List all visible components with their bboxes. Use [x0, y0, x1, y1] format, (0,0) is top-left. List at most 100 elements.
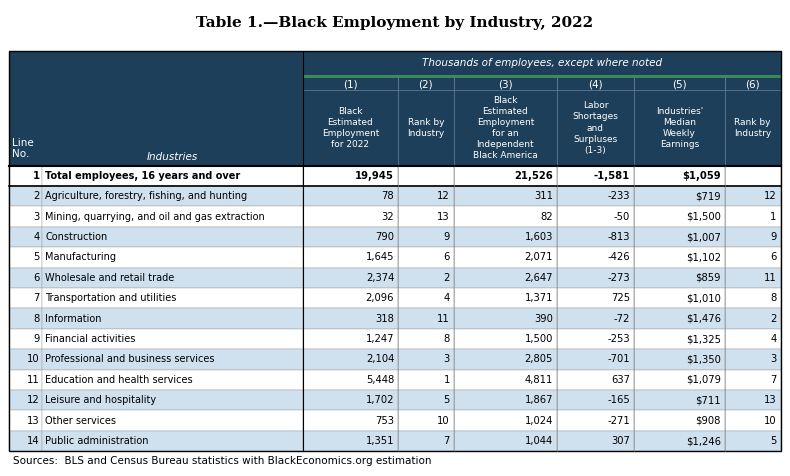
Text: Manufacturing: Manufacturing — [45, 252, 116, 262]
Text: -271: -271 — [608, 416, 630, 426]
Text: Line
No.: Line No. — [12, 138, 34, 159]
Text: 21,526: 21,526 — [514, 171, 553, 181]
Text: (3): (3) — [498, 79, 513, 89]
Text: Table 1.—Black Employment by Industry, 2022: Table 1.—Black Employment by Industry, 2… — [197, 16, 593, 30]
Bar — [557, 410, 634, 431]
Text: $1,079: $1,079 — [686, 375, 721, 385]
Bar — [9, 51, 303, 166]
Bar — [557, 329, 634, 349]
Text: 390: 390 — [534, 314, 553, 324]
Text: 753: 753 — [375, 416, 394, 426]
Bar — [42, 308, 303, 329]
Bar — [557, 370, 634, 390]
Text: 5: 5 — [443, 395, 450, 405]
Bar — [303, 329, 398, 349]
Bar — [303, 431, 398, 451]
Text: 1,500: 1,500 — [525, 334, 553, 344]
Bar — [634, 75, 725, 78]
Bar — [634, 410, 725, 431]
Bar — [398, 166, 453, 186]
Bar — [398, 75, 453, 78]
Bar — [557, 268, 634, 288]
Text: 2,104: 2,104 — [366, 355, 394, 365]
Text: -813: -813 — [608, 232, 630, 242]
Bar — [303, 227, 398, 247]
Bar — [453, 349, 557, 370]
Text: $1,246: $1,246 — [686, 436, 721, 446]
Bar — [453, 390, 557, 410]
Bar — [42, 186, 303, 207]
Bar — [453, 207, 557, 227]
Text: $859: $859 — [695, 273, 721, 283]
Bar — [725, 370, 781, 390]
Bar — [634, 247, 725, 268]
Text: $1,059: $1,059 — [683, 171, 721, 181]
Bar — [42, 390, 303, 410]
Bar — [303, 75, 398, 90]
Bar — [9, 390, 42, 410]
Text: 1: 1 — [770, 212, 777, 222]
Bar — [557, 349, 634, 370]
Text: 2,096: 2,096 — [366, 293, 394, 303]
Text: 4: 4 — [443, 293, 450, 303]
Bar — [398, 247, 453, 268]
Bar — [9, 166, 42, 186]
Text: -426: -426 — [608, 252, 630, 262]
Text: 1,044: 1,044 — [525, 436, 553, 446]
Text: 9: 9 — [33, 334, 40, 344]
Bar — [42, 166, 303, 186]
Text: -253: -253 — [608, 334, 630, 344]
Bar — [634, 227, 725, 247]
Text: (2): (2) — [419, 79, 433, 89]
Bar — [725, 75, 781, 90]
Text: 9: 9 — [770, 232, 777, 242]
Text: $1,476: $1,476 — [686, 314, 721, 324]
Text: Construction: Construction — [45, 232, 107, 242]
Text: -1,581: -1,581 — [594, 171, 630, 181]
Text: $719: $719 — [695, 191, 721, 201]
Text: 13: 13 — [27, 416, 40, 426]
Text: 6: 6 — [443, 252, 450, 262]
Text: -72: -72 — [614, 314, 630, 324]
Text: 82: 82 — [540, 212, 553, 222]
Text: Public administration: Public administration — [45, 436, 149, 446]
Text: Industries: Industries — [147, 152, 198, 162]
Bar — [557, 90, 634, 166]
Bar — [634, 349, 725, 370]
Text: 13: 13 — [437, 212, 450, 222]
Text: 7: 7 — [770, 375, 777, 385]
Text: 4,811: 4,811 — [525, 375, 553, 385]
Bar — [303, 186, 398, 207]
Bar — [453, 227, 557, 247]
Bar — [725, 268, 781, 288]
Text: 318: 318 — [375, 314, 394, 324]
Text: 637: 637 — [611, 375, 630, 385]
Bar — [453, 75, 557, 90]
Bar — [9, 329, 42, 349]
Bar — [557, 166, 634, 186]
Bar — [634, 308, 725, 329]
Text: 11: 11 — [437, 314, 450, 324]
Text: 1: 1 — [443, 375, 450, 385]
Text: (5): (5) — [672, 79, 687, 89]
Text: 1,645: 1,645 — [366, 252, 394, 262]
Text: Thousands of employees, except where noted: Thousands of employees, except where not… — [422, 58, 662, 68]
Bar — [42, 247, 303, 268]
Text: (6): (6) — [746, 79, 760, 89]
Bar — [557, 75, 634, 78]
Text: $908: $908 — [695, 416, 721, 426]
Bar — [453, 75, 557, 78]
Text: 1,247: 1,247 — [366, 334, 394, 344]
Text: 1: 1 — [32, 171, 40, 181]
Bar — [725, 308, 781, 329]
Text: 1,371: 1,371 — [525, 293, 553, 303]
Text: 11: 11 — [764, 273, 777, 283]
Text: (1): (1) — [343, 79, 358, 89]
Bar — [9, 51, 781, 451]
Text: Black
Estimated
Employment
for 2022: Black Estimated Employment for 2022 — [322, 107, 379, 149]
Text: 7: 7 — [33, 293, 40, 303]
Bar — [42, 410, 303, 431]
Text: 11: 11 — [27, 375, 40, 385]
Text: 2,374: 2,374 — [366, 273, 394, 283]
Text: $1,350: $1,350 — [686, 355, 721, 365]
